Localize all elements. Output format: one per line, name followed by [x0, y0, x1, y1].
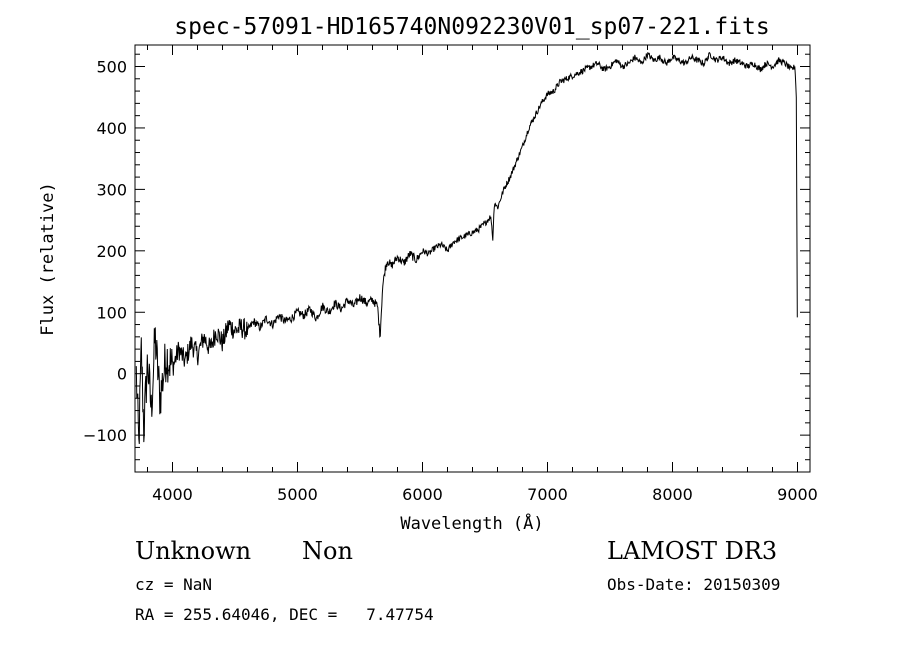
chart-title: spec-57091-HD165740N092230V01_sp07-221.f…	[174, 14, 769, 40]
survey-label: LAMOST DR3	[607, 537, 778, 565]
y-tick-label: 0	[117, 365, 127, 384]
y-tick-label: 300	[96, 180, 127, 199]
x-axis-label: Wavelength (Å)	[400, 512, 543, 534]
plot-frame	[134, 44, 811, 473]
object-type: Unknown	[135, 537, 252, 565]
x-tick-label: 6000	[402, 485, 443, 504]
y-tick-label: −100	[83, 426, 127, 445]
y-tick-label: 400	[96, 119, 127, 138]
y-tick-label: 100	[96, 303, 127, 322]
x-tick-label: 8000	[652, 485, 693, 504]
object-subclass: Non	[302, 537, 353, 565]
series-line	[135, 51, 798, 444]
obs-date: Obs-Date: 20150309	[607, 575, 781, 594]
cz-value: cz = NaN	[135, 575, 213, 594]
y-axis-label: Flux (relative)	[38, 182, 58, 336]
ra-dec: RA = 255.64046, DEC = 7.47754	[135, 605, 434, 624]
x-tick-label: 4000	[152, 485, 193, 504]
x-tick-label: 5000	[277, 485, 318, 504]
x-tick-label: 9000	[777, 485, 818, 504]
tick-group	[135, 45, 810, 472]
tick-label-group: 4000 5000 6000 7000 8000 9000 −100 0 100 200 300 40…	[83, 58, 818, 504]
x-tick-label: 7000	[527, 485, 568, 504]
y-tick-label: 200	[96, 242, 127, 261]
y-tick-label: 500	[96, 58, 127, 77]
